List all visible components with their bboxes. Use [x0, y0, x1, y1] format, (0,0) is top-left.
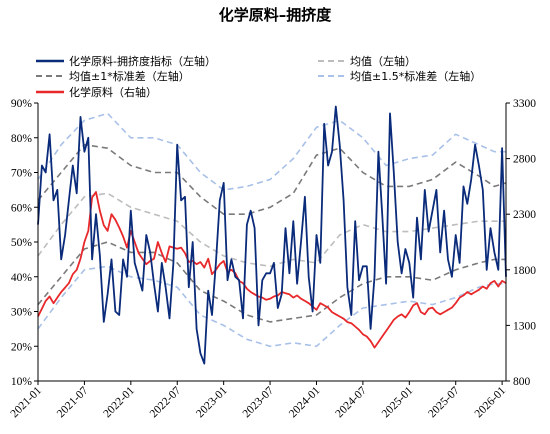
- legend-label-price: 化学原料（右轴）: [69, 85, 157, 99]
- x-tick-label: 2025-07: [426, 384, 462, 420]
- left-tick-label: 10%: [11, 376, 33, 388]
- series-line-crowding: [37, 105, 507, 365]
- left-tick-label: 70%: [11, 168, 33, 180]
- legend-label-mean: 均值（左轴）: [350, 54, 416, 68]
- right-tick-label: 2300: [513, 209, 536, 221]
- right-tick-label: 1800: [513, 265, 536, 277]
- series-line-band1-upper: [37, 143, 507, 215]
- left-tick-label: 20%: [11, 341, 33, 353]
- series-line-band15-lower: [37, 265, 506, 348]
- x-tick-label: 2021-01: [9, 384, 45, 420]
- x-tick-label: 2022-07: [148, 384, 184, 420]
- right-tick-label: 1300: [513, 320, 536, 332]
- left-tick-label: 80%: [11, 133, 33, 145]
- legend: 化学原料-拥挤度指标（左轴） 均值（左轴） 均值±1*标准差（左轴） 均值±1.…: [36, 54, 481, 99]
- right-tick-label: 800: [513, 376, 531, 388]
- x-tick-label: 2021-07: [55, 384, 91, 420]
- x-tick-label: 2023-07: [241, 384, 277, 420]
- left-tick-label: 90%: [11, 98, 33, 110]
- legend-label-crowding: 化学原料-拥挤度指标（左轴）: [69, 54, 216, 68]
- x-tick-label: 2023-01: [194, 384, 230, 420]
- x-tick-label: 2026-01: [473, 384, 509, 420]
- legend-label-band1: 均值±1*标准差（左轴）: [69, 69, 190, 83]
- series-line-band1-lower: [37, 241, 506, 323]
- x-tick-label: 2025-01: [380, 384, 416, 420]
- left-tick-label: 30%: [11, 307, 33, 319]
- series-line-mean: [37, 192, 506, 268]
- plot-area: [37, 105, 507, 365]
- right-tick-label: 2800: [513, 154, 536, 166]
- left-tick-label: 40%: [11, 272, 33, 284]
- left-tick-label: 50%: [11, 237, 33, 249]
- chart-title: 化学原料–拥挤度: [219, 6, 333, 24]
- legend-label-band15: 均值±1.5*标准差（左轴）: [350, 69, 481, 83]
- x-tick-label: 2024-07: [333, 384, 369, 420]
- series-line-band15-upper: [37, 112, 506, 191]
- left-tick-label: 60%: [11, 202, 33, 214]
- right-tick-label: 3300: [513, 98, 536, 110]
- x-tick-label: 2024-01: [287, 384, 323, 420]
- series-line-price: [37, 191, 507, 349]
- x-tick-label: 2022-01: [101, 384, 137, 420]
